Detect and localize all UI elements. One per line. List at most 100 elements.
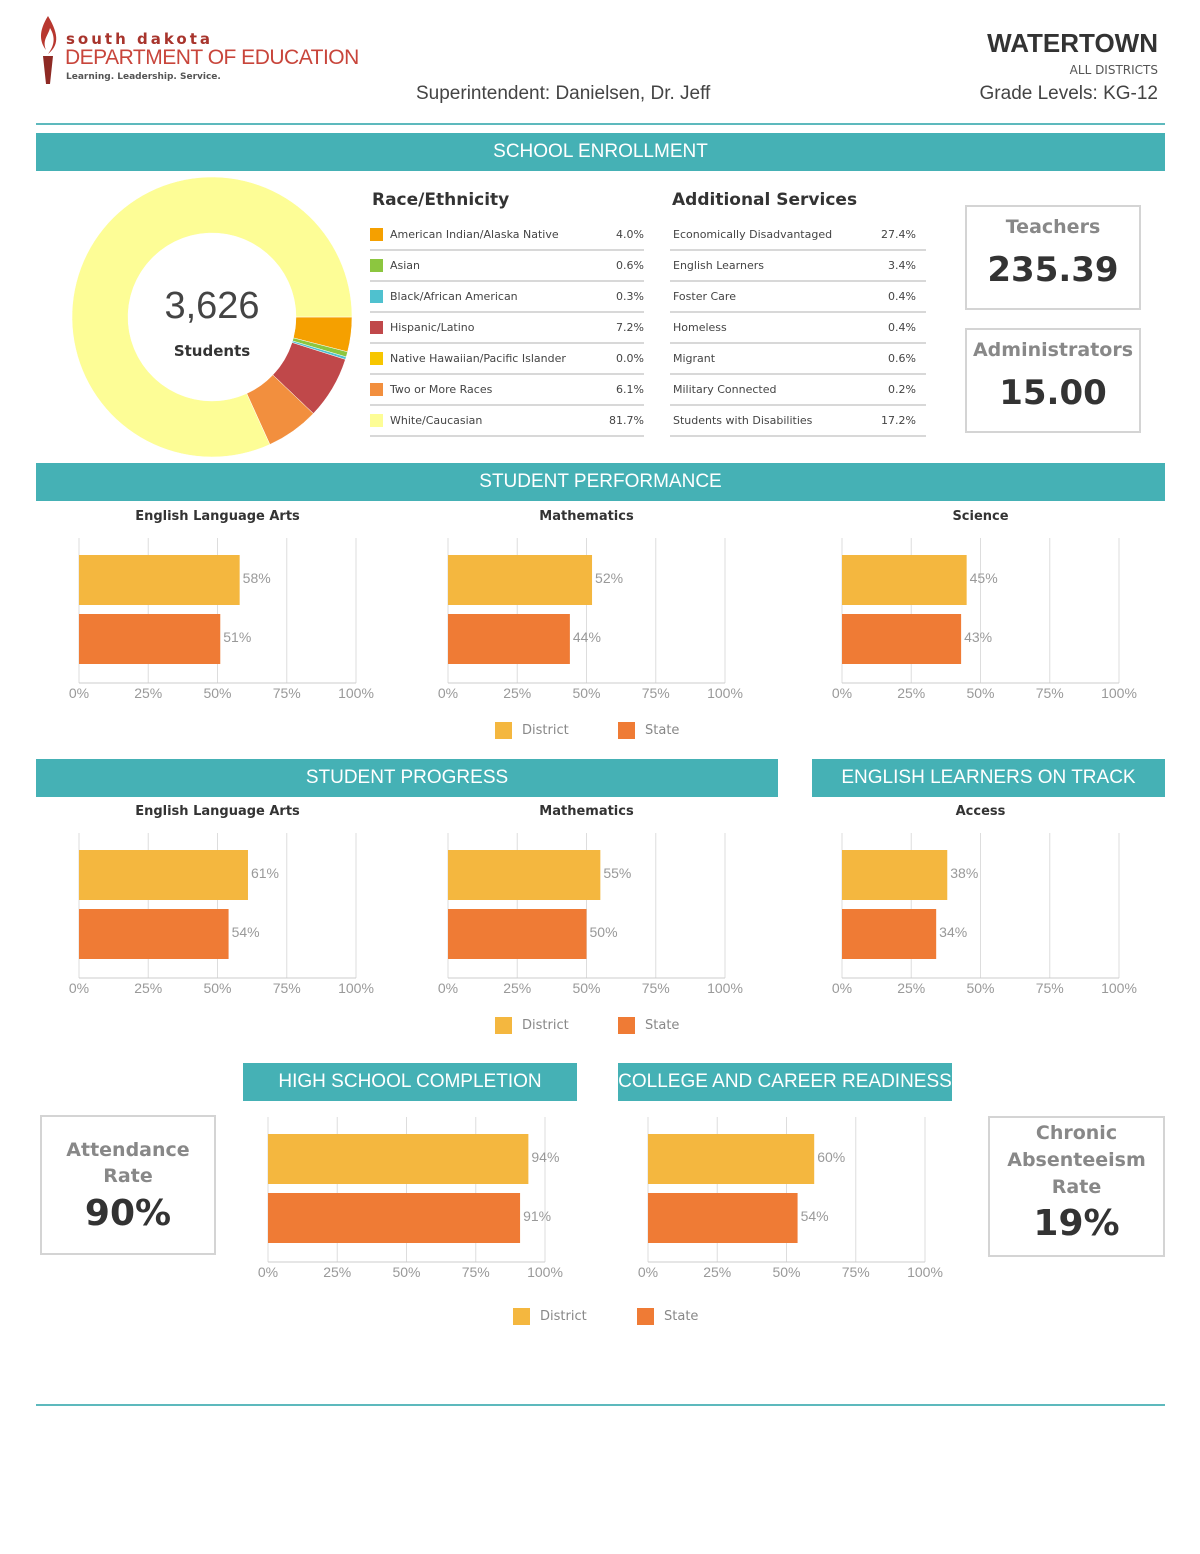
grade-levels: Grade Levels: KG-12 [979,83,1158,104]
tick-label: 25% [503,685,531,701]
tick-label: 75% [642,685,670,701]
tick-label: 0% [832,980,852,996]
race-row: Black/African American 0.3% [370,282,644,313]
tick-label: 25% [503,980,531,996]
bar-value-label: 58% [243,570,271,586]
service-label: Migrant [673,352,716,365]
bar-value-label: 91% [523,1208,551,1224]
tick-label: 0% [69,685,89,701]
race-label: Asian [390,259,421,272]
legend-state: State [637,1308,698,1325]
district-bar [842,555,967,605]
tick-label: 50% [966,980,994,996]
state-bar [648,1193,798,1243]
services-title: Additional Services [672,190,858,210]
absenteeism-card: Chronic Absenteeism Rate 19% [988,1116,1165,1257]
bar-chart: 0% 25% 50% 75% 100% 60% 54% [638,1117,943,1280]
service-value: 0.4% [888,290,916,303]
service-value: 0.4% [888,321,916,334]
tick-label: 100% [707,685,743,701]
donut-slice [71,176,353,458]
tick-label: 0% [638,1264,658,1280]
chart-title: Mathematics [539,804,634,819]
chart-title: Mathematics [539,509,634,524]
section-enrollment: SCHOOL ENROLLMENT [36,133,1165,171]
service-value: 0.2% [888,383,916,396]
race-value: 4.0% [616,228,644,241]
legend-swatch [513,1308,530,1325]
service-value: 27.4% [881,228,916,241]
tick-label: 50% [772,1264,800,1280]
chart-title: English Language Arts [135,509,300,524]
district-bar [79,850,248,900]
section-progress: STUDENT PROGRESS [36,759,778,797]
service-row: English Learners 3.4% [670,251,926,282]
tick-label: 100% [1101,685,1137,701]
race-row: Native Hawaiian/Pacific Islander 0.0% [370,344,644,375]
legend-swatch [618,722,635,739]
race-label: Native Hawaiian/Pacific Islander [390,352,566,365]
race-value: 0.3% [616,290,644,303]
race-row: Hispanic/Latino 7.2% [370,313,644,344]
bar-value-label: 38% [950,865,978,881]
legend-label: State [645,1018,680,1033]
enrollment-donut-chart [71,176,353,458]
race-value: 0.0% [616,352,644,365]
chart-title: Access [955,804,1006,819]
legend-swatch [370,259,383,272]
race-label: Hispanic/Latino [390,321,475,334]
bar-value-label: 94% [531,1149,559,1165]
bar-value-label: 52% [595,570,623,586]
tick-label: 100% [338,685,374,701]
tick-label: 75% [273,980,301,996]
legend-label: District [522,723,569,738]
district-scope: ALL DISTRICTS [1069,63,1158,77]
administrators-label: Administrators [972,339,1134,361]
race-label: American Indian/Alaska Native [390,228,559,241]
race-row: Asian 0.6% [370,251,644,282]
race-value: 81.7% [609,414,644,427]
bar-value-label: 61% [251,865,279,881]
bar-value-label: 51% [223,629,251,645]
tick-label: 50% [572,980,600,996]
service-row: Economically Disadvantaged 27.4% [670,220,926,251]
bar-chart: 0% 25% 50% 75% 100% 52% 44% [438,538,743,701]
race-value: 0.6% [616,259,644,272]
race-value: 7.2% [616,321,644,334]
race-row: White/Caucasian 81.7% [370,406,644,437]
legend-swatch [370,383,383,396]
bar-chart: 0% 25% 50% 75% 100% 61% 54% [69,833,374,996]
race-row: American Indian/Alaska Native 4.0% [370,220,644,251]
legend-label: State [664,1309,699,1324]
bar-chart: 0% 25% 50% 75% 100% 55% 50% [438,833,743,996]
district-bar [448,555,593,605]
bar-value-label: 45% [970,570,998,586]
bar-value-label: 50% [590,924,618,940]
state-bar [79,909,229,959]
service-value: 3.4% [888,259,916,272]
legend-swatch [370,352,383,365]
service-row: Homeless 0.4% [670,313,926,344]
service-row: Students with Disabilities 17.2% [670,406,926,437]
bar-chart: 0% 25% 50% 75% 100% 58% 51% [69,538,374,701]
service-label: Students with Disabilities [673,414,813,427]
legend-swatch [370,414,383,427]
tick-label: 25% [703,1264,731,1280]
bar-value-label: 54% [232,924,260,940]
logo-line1: south dakota [66,30,214,48]
service-value: 17.2% [881,414,916,427]
legend-state: State [618,722,679,739]
legend-district: District [495,722,569,739]
bar-value-label: 55% [603,865,631,881]
service-row: Migrant 0.6% [670,344,926,375]
service-label: English Learners [673,259,764,272]
legend-swatch [370,290,383,303]
section-hs-completion: HIGH SCHOOL COMPLETION [243,1063,577,1101]
absenteeism-value: 19% [1033,1203,1120,1244]
attendance-card: Attendance Rate 90% [40,1115,216,1255]
tick-label: 75% [273,685,301,701]
state-bar [842,614,962,664]
bar-value-label: 43% [964,629,992,645]
legend-swatch [495,722,512,739]
service-row: Military Connected 0.2% [670,375,926,406]
